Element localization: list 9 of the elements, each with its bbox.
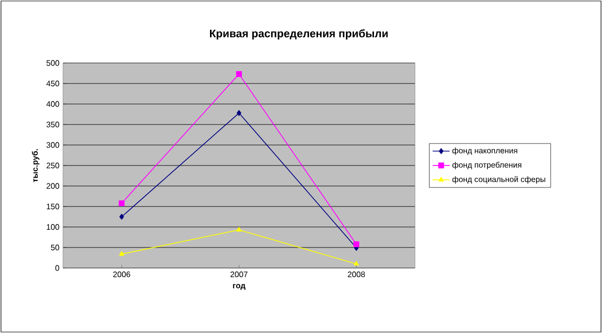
point [236, 226, 242, 232]
point [354, 261, 359, 266]
point [236, 71, 242, 77]
point [118, 200, 125, 206]
point [353, 241, 360, 248]
point [236, 110, 242, 116]
point [119, 251, 124, 256]
chart-title: Кривая распределения прибыли [210, 29, 388, 40]
point [119, 214, 124, 220]
